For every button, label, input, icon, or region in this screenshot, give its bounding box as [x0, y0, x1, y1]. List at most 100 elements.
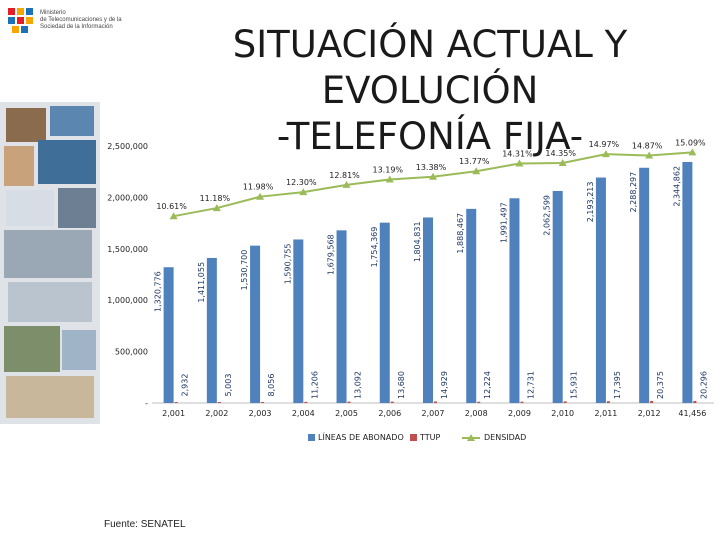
telecom-photo-collage [0, 102, 100, 424]
legend-marker [467, 434, 475, 441]
density-marker [342, 180, 351, 188]
data-label-lineas: 1,754,369 [370, 227, 379, 268]
x-tick-label: 2,006 [378, 409, 401, 418]
density-marker [385, 175, 394, 183]
data-label-lineas: 1,888,467 [456, 213, 465, 254]
logo-line: Sociedad de la Información [40, 24, 113, 30]
data-label-lineas: 1,804,831 [413, 221, 422, 262]
title-line-1: SITUACIÓN ACTUAL Y EVOLUCIÓN [232, 23, 628, 112]
bar-lineas-de-abonado [639, 167, 650, 403]
bar-lineas-de-abonado [293, 239, 304, 403]
density-marker [472, 167, 481, 175]
density-marker [429, 172, 437, 180]
bar-ttup [693, 400, 697, 403]
density-marker [645, 151, 654, 159]
data-label-lineas: 1,991,497 [499, 202, 508, 243]
legend-swatch [308, 434, 315, 441]
density-marker [601, 150, 610, 158]
bar-ttup [261, 402, 265, 403]
data-label-lineas: 1,411,055 [197, 262, 206, 303]
x-tick-label: 2,009 [508, 409, 531, 418]
data-label-ttup: 20,375 [656, 371, 665, 399]
page-title: SITUACIÓN ACTUAL Y EVOLUCIÓN -TELEFONÍA … [140, 22, 720, 160]
density-label: 12.81% [329, 171, 360, 180]
bar-ttup [650, 400, 654, 403]
density-label: 13.19% [373, 165, 404, 174]
data-label-ttup: 13,680 [397, 371, 406, 399]
y-tick-label: 1,000,000 [107, 296, 148, 305]
x-tick-label: 2,008 [465, 409, 488, 418]
bar-lineas-de-abonado [466, 208, 477, 403]
data-label-ttup: 14,929 [440, 371, 449, 399]
y-tick-label: 2,000,000 [107, 193, 148, 202]
legend-swatch [410, 434, 417, 441]
bar-lineas-de-abonado [595, 177, 606, 403]
x-tick-label: 2,002 [205, 409, 228, 418]
data-label-ttup: 12,224 [483, 371, 492, 399]
density-label: 11.98% [243, 183, 274, 192]
x-tick-label: 2,012 [638, 409, 661, 418]
legend-label: DENSIDAD [484, 433, 526, 442]
y-tick-label: 2,500,000 [107, 142, 148, 151]
data-label-lineas: 1,590,755 [283, 243, 292, 284]
bar-lineas-de-abonado [552, 190, 563, 403]
x-tick-label: 2,004 [292, 409, 315, 418]
data-label-lineas: 1,320,776 [154, 271, 163, 312]
data-label-lineas: 1,679,568 [327, 234, 336, 275]
x-tick-label: 2,007 [422, 409, 445, 418]
density-marker [688, 148, 697, 156]
density-marker [256, 192, 265, 200]
bar-lineas-de-abonado [379, 222, 390, 403]
density-label: 11.18% [200, 194, 231, 203]
density-label: 15.09% [675, 138, 706, 147]
density-marker [299, 188, 308, 196]
bar-lineas-de-abonado [206, 257, 217, 403]
bar-ttup [434, 401, 437, 403]
data-label-ttup: 5,003 [224, 374, 233, 397]
bar-ttup [520, 401, 524, 403]
density-marker [169, 212, 178, 220]
bar-lineas-de-abonado [163, 267, 174, 403]
bar-ttup [174, 402, 178, 403]
density-label: 14.87% [632, 142, 663, 151]
density-label: 14.35% [545, 149, 576, 158]
logo-line: de Telecomunicaciones y de la [40, 17, 122, 23]
logo-line: Ministerio [40, 10, 66, 16]
source-note: Fuente: SENATEL [104, 519, 186, 530]
density-label: 14.31% [502, 150, 533, 159]
x-tick-label: 2,005 [335, 409, 358, 418]
density-label: 13.77% [459, 157, 490, 166]
bar-ttup [563, 401, 567, 403]
density-marker [515, 159, 524, 167]
bar-lineas-de-abonado [250, 245, 261, 403]
x-tick-label: 2,003 [249, 409, 272, 418]
data-label-lineas: 2,062,599 [543, 195, 552, 236]
bar-lineas-de-abonado [423, 217, 433, 403]
x-tick-label: 41,456 [678, 409, 706, 418]
ministry-logo: Ministerio de Telecomunicaciones y de la… [6, 6, 146, 40]
data-label-ttup: 17,395 [613, 371, 622, 399]
data-label-ttup: 8,056 [267, 374, 276, 397]
bar-lineas-de-abonado [509, 198, 520, 403]
bar-ttup [390, 401, 394, 403]
ministry-logo-icon [8, 8, 33, 33]
data-label-ttup: 13,092 [354, 371, 363, 399]
bar-ttup [477, 401, 481, 403]
data-label-ttup: 11,206 [310, 371, 319, 399]
x-tick-label: 2,010 [551, 409, 574, 418]
legend-label: TTUP [419, 433, 440, 442]
density-label: 10.61% [156, 202, 187, 211]
title-line-2: -TELEFONÍA FIJA- [276, 115, 584, 158]
data-label-ttup: 12,731 [526, 371, 535, 399]
data-label-ttup: 15,931 [570, 371, 579, 399]
y-tick-label: 500,000 [115, 348, 148, 357]
x-tick-label: 2,001 [162, 409, 185, 418]
density-label: 12.30% [286, 178, 317, 187]
bar-lineas-de-abonado [682, 161, 693, 403]
data-label-lineas: 2,344,862 [672, 166, 681, 207]
density-marker [212, 204, 221, 212]
y-tick-label: 1,500,000 [107, 245, 148, 254]
chart: - 500,000 1,000,000 1,500,000 2,000,000 2,500… [107, 138, 714, 442]
density-marker [558, 158, 567, 166]
data-label-lineas: 1,530,700 [240, 250, 249, 291]
